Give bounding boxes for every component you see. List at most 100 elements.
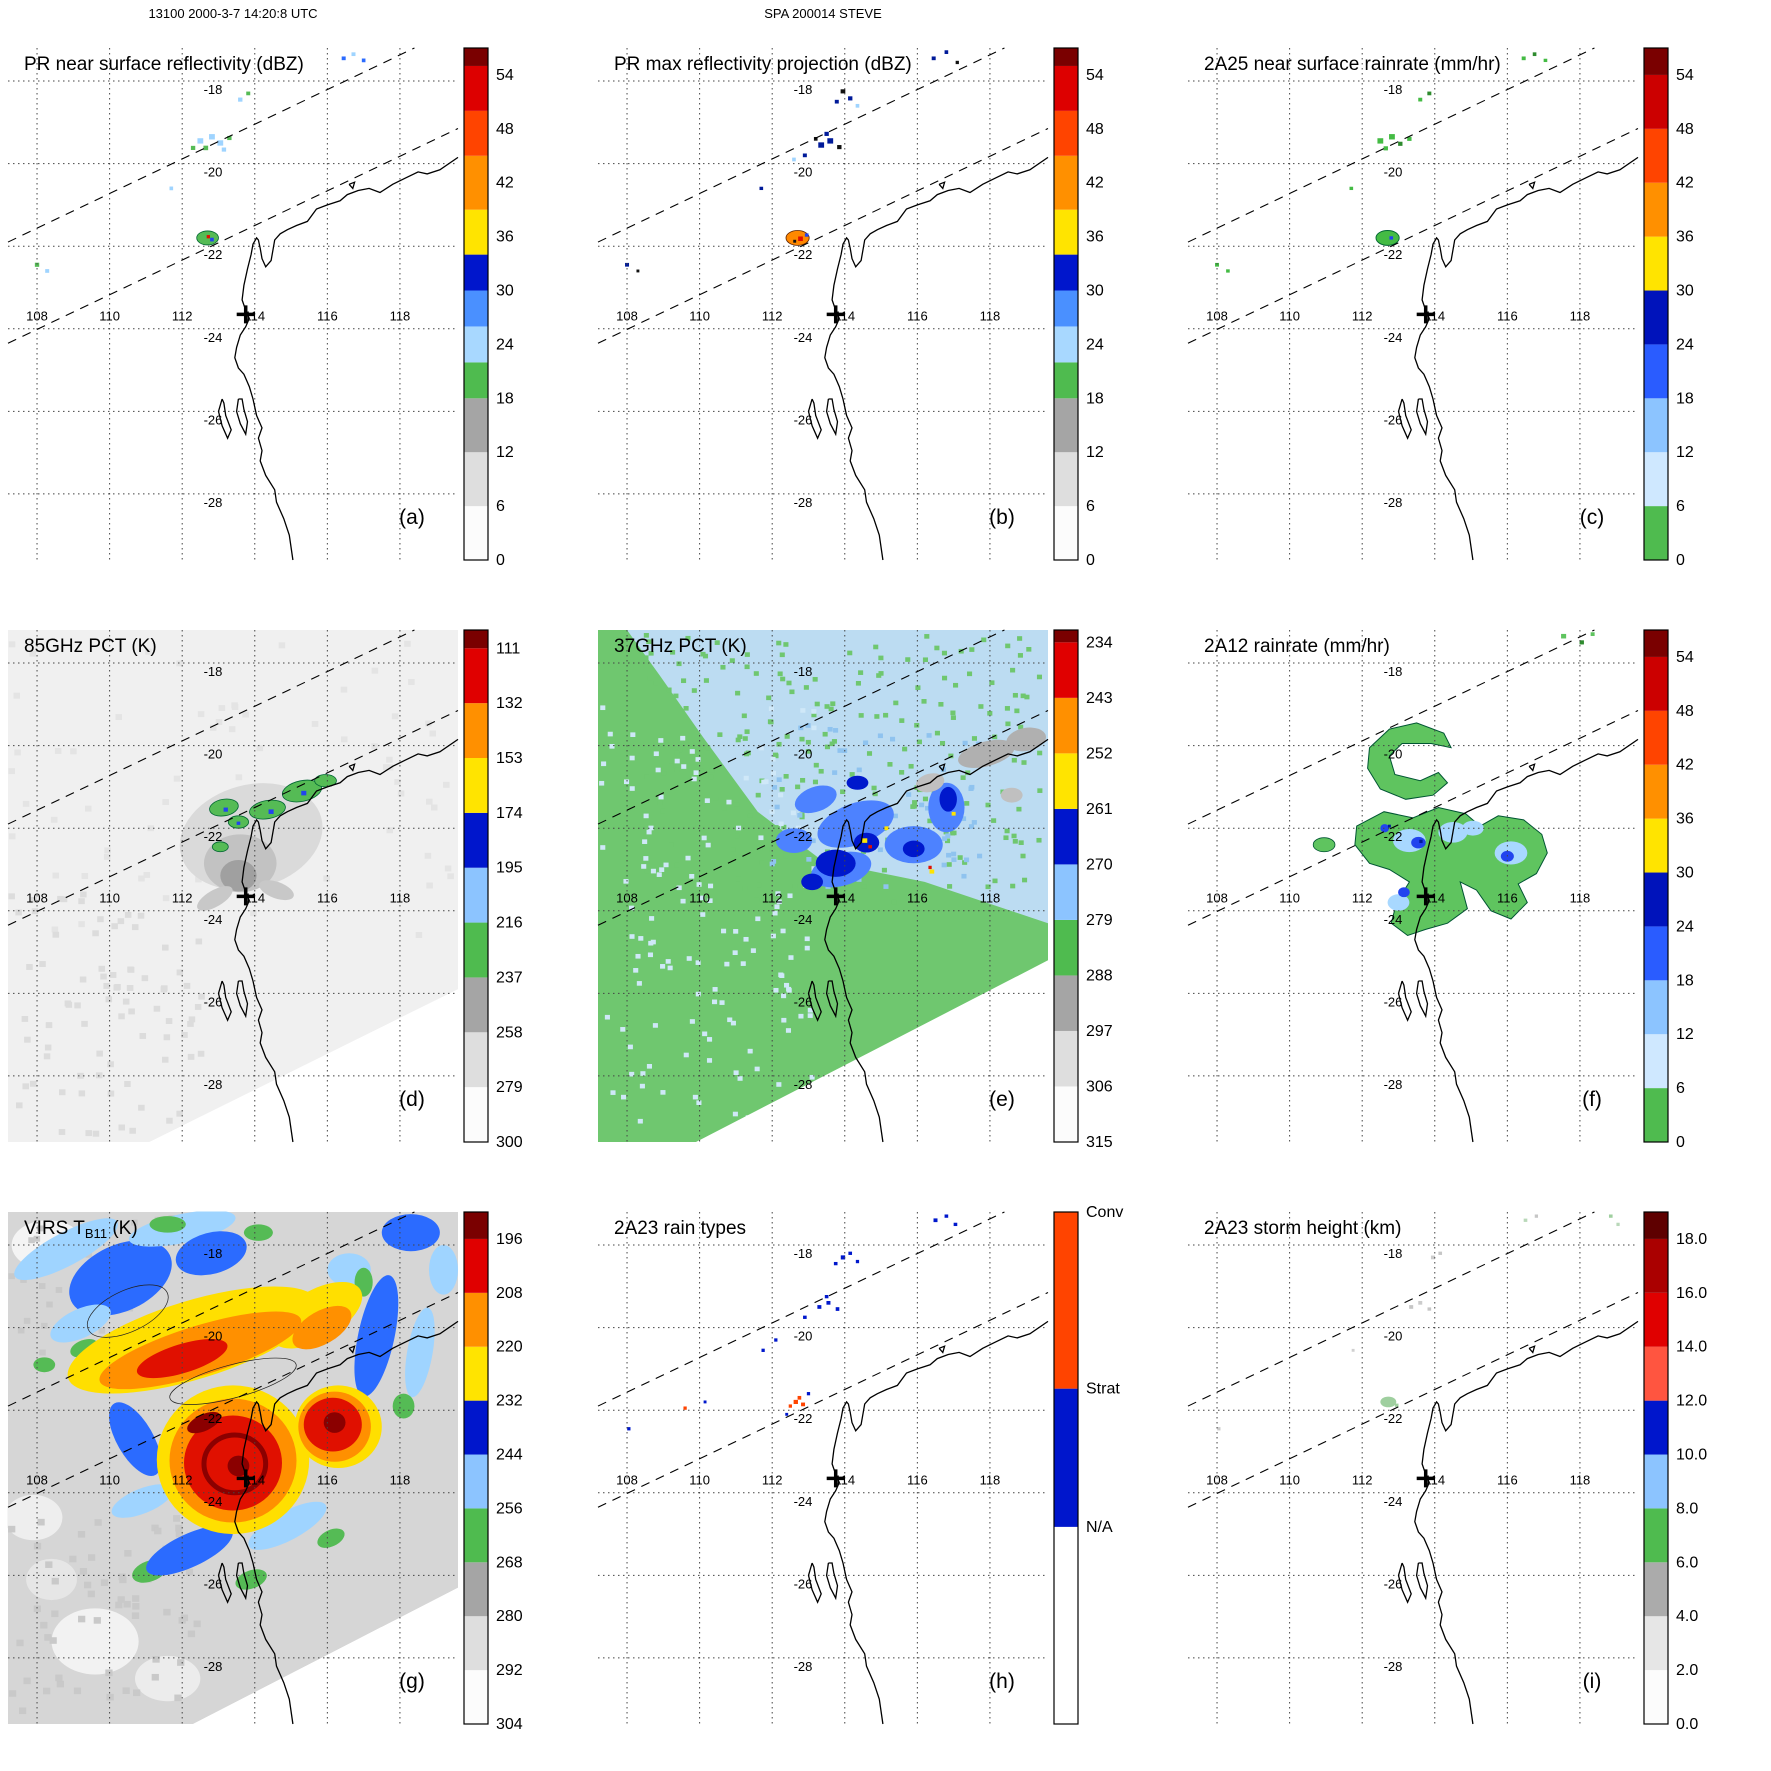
noise-pixel <box>644 774 650 780</box>
noise-pixel <box>629 786 635 791</box>
noise-pixel <box>674 767 680 773</box>
lat-label: -28 <box>794 1077 813 1092</box>
colorbar-segment <box>1054 506 1078 560</box>
noise-pixel <box>754 897 760 903</box>
noise-pixel <box>183 982 191 989</box>
colorbar-tick-label: 18 <box>1676 390 1694 407</box>
colorbar-segment <box>1644 710 1668 765</box>
noise-pixel <box>762 819 768 825</box>
noise-pixel <box>646 829 652 835</box>
noise-pixel <box>173 775 181 782</box>
colorbar-segment <box>464 867 488 923</box>
noise-pixel <box>643 655 649 661</box>
colorbar-segment <box>1644 1508 1668 1563</box>
coastline-island <box>1528 1345 1536 1354</box>
noise-pixel <box>658 794 664 800</box>
data-pixel <box>813 136 818 141</box>
noise-pixel <box>989 680 995 686</box>
noise-pixel <box>946 862 952 867</box>
colorbar-segment <box>464 65 488 111</box>
colorbar-tick-label: 8.0 <box>1676 1500 1698 1517</box>
noise-pixel <box>215 719 223 725</box>
clip-guard <box>1180 24 1770 48</box>
noise-pixel <box>811 709 817 714</box>
clip-guard <box>1180 24 1188 606</box>
noise-pixel <box>689 1019 695 1024</box>
data-pixel <box>197 138 204 144</box>
data-field-blob <box>50 1304 111 1343</box>
noise-pixel <box>789 689 795 695</box>
colorbar-tick-label: 0 <box>1676 552 1685 569</box>
noise-pixel <box>775 891 781 896</box>
lon-label: 118 <box>390 891 411 906</box>
data-pixel <box>774 1338 778 1342</box>
noise-pixel <box>674 750 680 756</box>
swath-boundary-line <box>1187 710 1639 926</box>
colorbar-segment <box>1054 362 1078 399</box>
noise-pixel <box>415 931 423 938</box>
noise-pixel <box>122 998 130 1005</box>
noise-pixel <box>97 916 104 923</box>
swath-lines <box>1187 47 1639 344</box>
data-pixel <box>803 1315 807 1319</box>
data-field-blob <box>381 1214 440 1252</box>
coastline-island <box>807 1562 822 1604</box>
data-field-blob <box>815 849 856 877</box>
clip-guard <box>0 24 590 48</box>
lat-label: -24 <box>794 330 813 345</box>
data-pixel <box>862 838 868 843</box>
graticule <box>1188 48 1638 560</box>
noise-pixel <box>87 1590 95 1598</box>
clip-guard <box>590 1724 1180 1770</box>
lat-label: -26 <box>1384 412 1403 427</box>
lat-label: -18 <box>204 82 223 97</box>
noise-pixel <box>779 973 785 978</box>
noise-pixel <box>877 847 883 853</box>
data-pixel <box>806 1392 811 1396</box>
noise-pixel <box>1014 708 1020 714</box>
data-pixel <box>929 869 935 874</box>
data-field-blob <box>14 1218 118 1281</box>
noise-pixel <box>877 733 883 739</box>
data-pixel <box>1377 138 1384 144</box>
cyclone-marker <box>826 305 845 324</box>
noise-pixel <box>81 872 89 879</box>
data-field-layer <box>1217 1214 1620 1431</box>
noise-pixel <box>967 671 973 677</box>
noise-pixel <box>681 678 687 684</box>
coastline-island <box>348 763 356 772</box>
cyclone-marker <box>1416 305 1435 324</box>
cyclone-marker <box>826 887 845 906</box>
data-field-blob <box>1000 787 1023 803</box>
noise-pixel <box>115 714 123 721</box>
lat-label: -28 <box>794 1659 813 1674</box>
colorbar-tick-label: 0 <box>1676 1134 1685 1151</box>
coastline-island <box>825 980 839 1019</box>
clip-guard <box>1180 606 1770 630</box>
noise-pixel <box>51 1577 59 1585</box>
noise-pixel <box>1004 706 1010 711</box>
lon-label: 118 <box>390 1473 411 1488</box>
colorbar-tick-label: 12 <box>1676 444 1694 461</box>
noise-pixel <box>44 1044 52 1051</box>
colorbar-segment <box>1054 642 1078 698</box>
noise-pixel <box>643 813 649 819</box>
noise-pixel <box>1037 788 1043 793</box>
colorbar-segment <box>1644 1088 1668 1142</box>
axis-labels: 108 110 112 114 116 118 -18 -20 -22 -24 -26 -28 <box>616 82 1000 510</box>
coastline <box>217 156 459 561</box>
colorbar-tick-label: 132 <box>496 695 523 712</box>
noise-pixel <box>695 757 701 762</box>
data-field-blob <box>1312 837 1336 853</box>
noise-pixel <box>23 1317 31 1324</box>
noise-pixel <box>39 1349 46 1356</box>
noise-pixel <box>647 952 654 958</box>
noise-pixel <box>41 1322 48 1329</box>
noise-pixel <box>1024 694 1030 700</box>
colorbar-tick-label: 48 <box>496 121 514 138</box>
noise-pixel <box>962 860 968 865</box>
data-pixel <box>1616 1222 1620 1227</box>
noise-pixel <box>100 973 107 980</box>
graticule <box>598 1212 1048 1724</box>
data-pixel <box>931 56 936 61</box>
